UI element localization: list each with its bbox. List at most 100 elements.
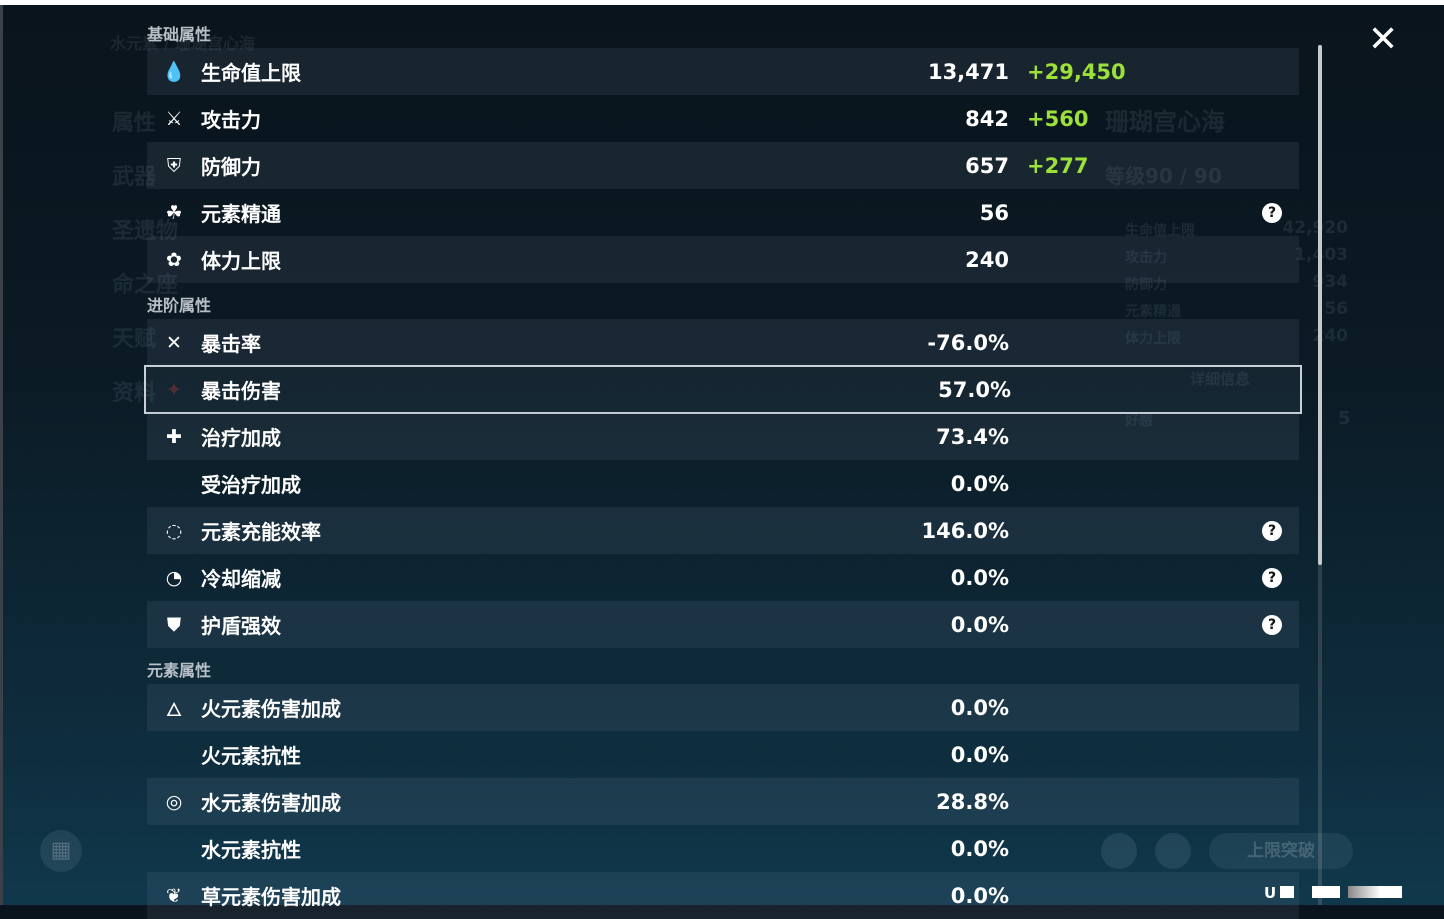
stat-value: 0.0% [950,471,1009,496]
stat-bonus: +29,450 [1027,59,1126,84]
bg-stat-value: 42,920 [1282,218,1348,238]
stat-row[interactable]: ◎ 水元素伤害加成 28.8% [147,778,1299,825]
stat-label: 水元素抗性 [201,838,301,862]
stat-value: 240 [965,247,1009,272]
attribute-details-panel: 基础属性 💧 生命值上限 13,471 +29,450 ⚔ 攻击力 842 +560 ⛨ 防御力 65… [144,18,1302,919]
bg-ascend-button: 上限突破 [1209,833,1353,869]
stat-label: 草元素伤害加成 [201,885,341,909]
bg-menu-item: 属性 [112,111,157,136]
hp-drop-icon: 💧 [162,61,186,83]
stat-value: 0.0% [950,565,1009,590]
uid-mask [1348,886,1402,898]
bg-outfit-button [1155,833,1191,869]
menu-grid-button[interactable]: ▦ [40,830,82,872]
stat-row[interactable]: ⛊ 护盾强效 0.0%? [147,601,1299,648]
help-icon[interactable]: ? [1262,567,1282,588]
pyro-icon: 🜂 [165,699,183,721]
stat-row[interactable]: 火元素抗性 0.0% [147,731,1299,778]
hydro-icon: ◎ [165,790,183,813]
stat-label: 冷却缩减 [201,567,281,591]
help-icon[interactable]: ? [1262,202,1282,223]
stat-value: 0.0% [950,883,1009,908]
bg-card-button [1101,833,1137,869]
stamina-icon: ✿ [166,248,182,271]
section-title: 基础属性 [147,25,212,44]
dendro-icon: ❦ [166,884,182,907]
healing-bonus-icon: ✚ [166,425,182,448]
stat-label: 元素精通 [201,202,281,226]
energy-recharge-icon: ◌ [165,519,183,542]
stat-label: 护盾强效 [201,614,281,638]
stat-label: 暴击率 [201,332,261,356]
bg-stat-label: 攻击力 [1125,250,1167,266]
bg-menu-item: 圣遗物 [112,219,179,244]
stat-value: 842 [965,106,1009,131]
stat-row[interactable]: 🜂 火元素伤害加成 0.0% [147,684,1299,731]
stat-label: 元素充能效率 [201,520,321,544]
stat-label: 火元素伤害加成 [201,697,341,721]
section-title: 元素属性 [147,661,212,680]
stat-row[interactable]: ✿ 体力上限 240 [147,236,1299,283]
bg-stat-label: 体力上限 [1125,331,1181,347]
uid-mask [1280,886,1294,898]
stat-row[interactable]: ❦ 草元素伤害加成 0.0% [147,872,1299,919]
stat-row[interactable]: 💧 生命值上限 13,471 +29,450 [147,48,1299,95]
bg-character-title: 水元素 / 珊瑚宫心海 [110,34,255,53]
close-button[interactable]: ✕ [1368,19,1399,60]
bg-menu-item: 资料 [112,381,157,406]
bg-level: 等级90 / 90 [1105,164,1222,188]
bg-details-button: 详细信息 [1190,370,1251,388]
bg-menu-item: 天赋 [112,327,157,352]
section-title: 进阶属性 [147,296,212,315]
stat-label: 水元素伤害加成 [201,791,341,815]
bg-menu-item: 命之座 [112,273,179,298]
stat-row[interactable]: ✕ 暴击率 -76.0% [147,319,1299,366]
help-icon[interactable]: ? [1262,614,1282,635]
stat-label: 攻击力 [201,108,261,132]
window-left-edge [0,5,3,905]
window-top-strip [0,0,1444,5]
stat-row[interactable]: ☘ 元素精通 56? [147,189,1299,236]
stat-value: 13,471 [927,59,1009,84]
stat-label: 生命值上限 [201,61,301,85]
uid-mask [1312,886,1340,898]
stat-row[interactable]: 水元素抗性 0.0% [147,825,1299,872]
bg-friendship-label: 好感 [1125,413,1153,429]
stat-value: 0.0% [950,836,1009,861]
sword-icon: ⚔ [165,107,183,130]
stat-value: 0.0% [950,742,1009,767]
stat-value: 0.0% [950,612,1009,637]
bg-stat-label: 元素精通 [1125,304,1181,320]
stat-row[interactable]: ⚔ 攻击力 842 +560 [147,95,1299,142]
stat-label: 体力上限 [201,249,281,273]
crit-dmg-icon: ✦ [166,378,182,401]
stat-row[interactable]: 受治疗加成 0.0% [147,460,1299,507]
stat-row[interactable]: ◔ 冷却缩减 0.0%? [147,554,1299,601]
stat-label: 受治疗加成 [201,473,301,497]
stat-value: 0.0% [950,695,1009,720]
scrollbar[interactable] [1318,45,1322,905]
stat-row[interactable]: ⛨ 防御力 657 +277 [147,142,1299,189]
stat-row[interactable]: ✦ 暴击伤害 57.0% [144,365,1302,414]
stat-row[interactable]: ◌ 元素充能效率 146.0%? [147,507,1299,554]
cooldown-icon: ◔ [165,566,183,589]
stat-value: 56 [979,200,1009,225]
bg-friendship-value: 5 [1338,408,1351,429]
stat-value: 657 [965,153,1009,178]
stat-bonus: +560 [1027,106,1089,131]
stat-label: 防御力 [201,155,261,179]
shield-icon: ⛨ [166,154,182,177]
stat-row[interactable]: ✚ 治疗加成 73.4% [147,413,1299,460]
bg-character-name: 珊瑚宫心海 [1105,108,1225,136]
bg-stat-value: 56 [1324,299,1348,319]
stat-value: 73.4% [936,424,1009,449]
stat-value: 57.0% [938,377,1011,402]
stat-label: 治疗加成 [201,426,281,450]
bg-stat-label: 生命值上限 [1125,223,1195,239]
stat-value: -76.0% [927,330,1009,355]
stat-value: 146.0% [921,518,1009,543]
help-icon[interactable]: ? [1262,520,1282,541]
crit-rate-icon: ✕ [166,331,182,354]
elemental-mastery-icon: ☘ [165,201,183,224]
scrollbar-thumb[interactable] [1318,45,1322,565]
